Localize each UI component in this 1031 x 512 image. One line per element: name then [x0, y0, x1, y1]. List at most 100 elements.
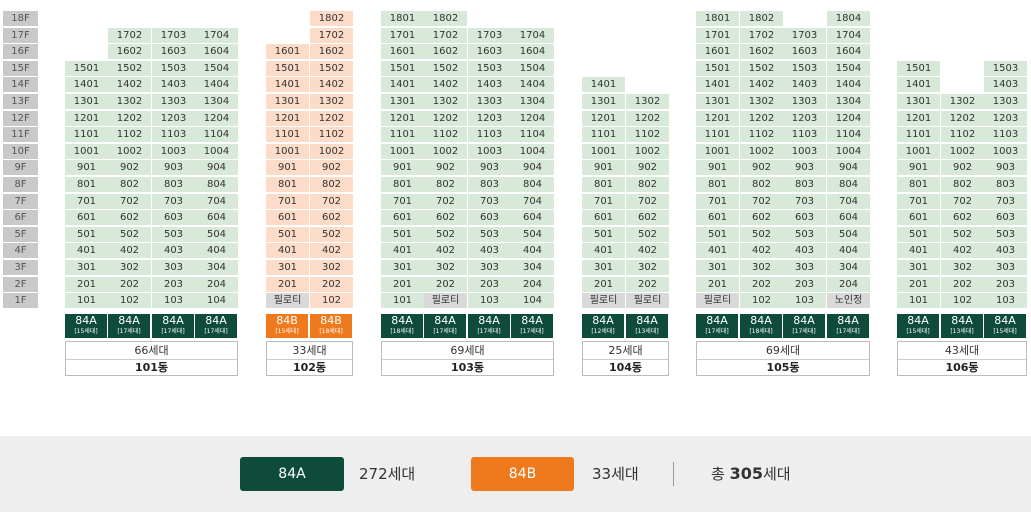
unit-cell: 504 [511, 226, 554, 242]
unit-cell: 703 [984, 193, 1027, 209]
unit-cell: 902 [941, 160, 984, 176]
unit-type-cell: 84A [17세대] [424, 314, 466, 338]
unit-cell: 601 [582, 210, 625, 226]
unit-cell: 1401 [381, 77, 424, 93]
unit-type-cell: 84A [12세대] [582, 314, 624, 338]
unit-cell: 101 [897, 293, 940, 309]
unit-cell: 802 [626, 177, 669, 192]
unit-cell: 402 [626, 243, 669, 259]
unit-cell: 1303 [783, 94, 826, 109]
unit-cell: 1704 [827, 27, 870, 43]
unit-cell: 1201 [897, 110, 940, 126]
legend-84b-count: 33세대 [592, 465, 639, 483]
unit-cell: 1603 [468, 44, 511, 60]
unit-cell: 1403 [783, 77, 826, 93]
unit-cell: 1502 [108, 60, 151, 76]
unit-type-label: 84A [750, 314, 772, 327]
unit-type-cell: 84A [15세대] [984, 314, 1026, 338]
unit-cell: 503 [152, 226, 195, 242]
unit-cell: 1102 [740, 127, 783, 143]
unit-cell: 403 [152, 243, 195, 259]
unit-cell: 901 [696, 160, 739, 176]
unit-cell: 1802 [424, 11, 467, 26]
unit-type-label: 84A [391, 314, 413, 327]
unit-cell: 1403 [468, 77, 511, 93]
unit-cell: 503 [468, 226, 511, 242]
total-number: 305 [729, 464, 763, 483]
unit-cell: 1104 [511, 127, 554, 143]
unit-cell: 1002 [310, 143, 353, 159]
building-households: 69세대 [697, 342, 869, 360]
unit-cell: 402 [310, 243, 353, 259]
unit-cell: 504 [195, 226, 238, 242]
unit-cell: 101 [65, 293, 108, 309]
unit-cell: 1301 [266, 94, 309, 109]
unit-cell: 1702 [310, 27, 353, 43]
unit-cell: 303 [984, 260, 1027, 275]
unit-cell: 1503 [468, 60, 511, 76]
unit-cell: 1001 [266, 143, 309, 159]
unit-cell: 301 [65, 260, 108, 275]
unit-cell: 301 [381, 260, 424, 275]
unit-cell: 604 [827, 210, 870, 226]
unit-cell: 102 [941, 293, 984, 309]
unit-type-label: 84A [636, 314, 658, 327]
unit-cell: 1402 [108, 77, 151, 93]
unit-cell: 303 [783, 260, 826, 275]
unit-cell: 401 [696, 243, 739, 259]
legend-84a-count: 272세대 [359, 465, 416, 483]
unit-cell: 1303 [468, 94, 511, 109]
unit-cell: 1404 [827, 77, 870, 93]
unit-cell: 702 [626, 193, 669, 209]
unit-cell: 502 [941, 226, 984, 242]
unit-cell: 902 [626, 160, 669, 176]
unit-cell: 1204 [827, 110, 870, 126]
floor-label: 15F [3, 60, 38, 76]
unit-cell: 1203 [984, 110, 1027, 126]
unit-type-count: [15세대] [906, 328, 930, 335]
unit-cell: 501 [582, 226, 625, 242]
unit-cell: 504 [827, 226, 870, 242]
unit-cell: 1101 [696, 127, 739, 143]
unit-cell: 1203 [783, 110, 826, 126]
unit-cell: 1302 [740, 94, 783, 109]
unit-cell: 1103 [984, 127, 1027, 143]
unit-cell: 601 [897, 210, 940, 226]
floor-label: 18F [3, 11, 38, 26]
floor-label: 11F [3, 127, 38, 143]
unit-cell: 603 [984, 210, 1027, 226]
unit-cell: 1302 [941, 94, 984, 109]
unit-cell: 501 [266, 226, 309, 242]
unit-cell: 902 [108, 160, 151, 176]
unit-cell: 301 [897, 260, 940, 275]
legend-divider [673, 462, 674, 486]
unit-cell: 1103 [783, 127, 826, 143]
unit-cell: 1102 [626, 127, 669, 143]
legend-total: 총 305세대 [711, 457, 791, 491]
unit-cell: 1703 [468, 27, 511, 43]
floor-label: 6F [3, 210, 38, 226]
unit-cell: 902 [424, 160, 467, 176]
unit-cell: 403 [468, 243, 511, 259]
unit-cell: 1203 [152, 110, 195, 126]
unit-cell: 303 [152, 260, 195, 275]
unit-cell: 1102 [941, 127, 984, 143]
unit-cell: 204 [195, 276, 238, 292]
unit-type-label: 84A [994, 314, 1016, 327]
unit-type-count: [18세대] [749, 328, 773, 335]
unit-cell: 503 [984, 226, 1027, 242]
unit-type-label: 84A [478, 314, 500, 327]
unit-type-count: [15세대] [993, 328, 1017, 335]
unit-cell: 602 [941, 210, 984, 226]
unit-cell: 904 [195, 160, 238, 176]
unit-type-label: 84A [793, 314, 815, 327]
unit-cell: 1501 [381, 60, 424, 76]
unit-cell: 103 [783, 293, 826, 309]
unit-cell: 1701 [696, 27, 739, 43]
unit-cell: 1402 [310, 77, 353, 93]
floor-label: 12F [3, 110, 38, 126]
unit-cell: 202 [740, 276, 783, 292]
unit-cell: 302 [108, 260, 151, 275]
unit-cell: 1401 [696, 77, 739, 93]
building-info: 66세대 101동 [65, 341, 238, 376]
